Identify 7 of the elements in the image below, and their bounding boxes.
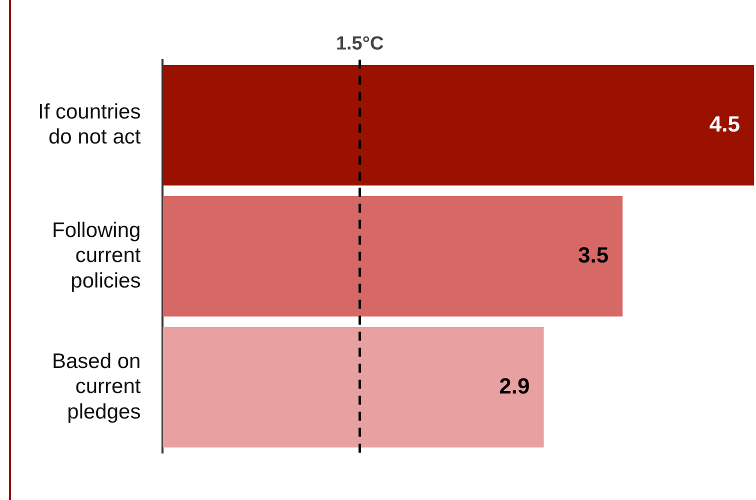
data-label: 2.9 [499, 373, 530, 398]
data-label: 3.5 [578, 242, 609, 268]
y-tick-label: Following current policies [52, 218, 141, 292]
y-tick-label: Based on current pledges [52, 350, 141, 424]
y-tick-label: If countries do not act [38, 100, 141, 149]
ref-line-label: 1.5°C [336, 34, 384, 55]
data-label: 4.5 [709, 111, 740, 136]
